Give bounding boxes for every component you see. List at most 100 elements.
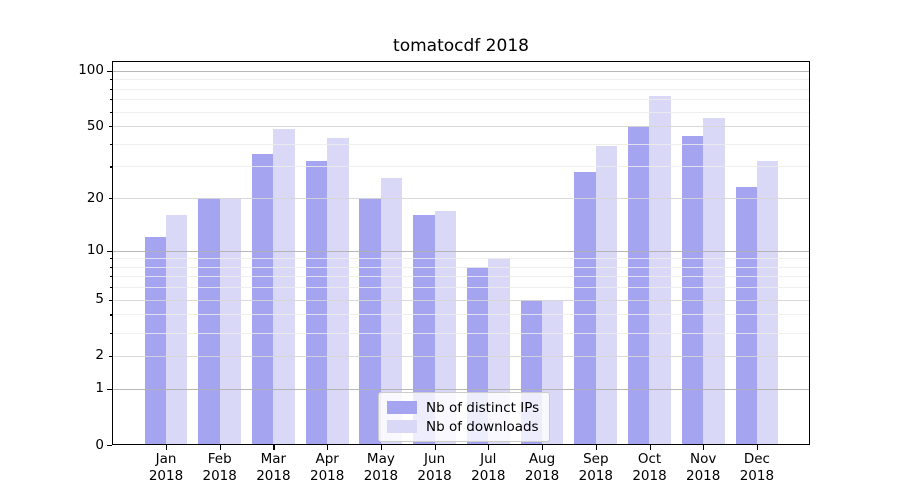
x-tick-label: Feb 2018 <box>202 451 237 484</box>
x-tick <box>595 445 597 450</box>
y-minor-tick <box>109 166 112 168</box>
y-minor-tick <box>109 266 112 268</box>
y-minor-tick <box>109 332 112 334</box>
gridline-y-8 <box>113 266 809 268</box>
y-tick <box>108 198 112 200</box>
gridline-y-20 <box>113 198 809 199</box>
bar-downloads <box>434 210 456 445</box>
legend-row: Nb of downloads <box>387 417 539 436</box>
bar-distinct-ips <box>681 136 704 445</box>
bar-downloads <box>380 177 403 445</box>
x-tick <box>542 445 544 450</box>
x-tick <box>488 445 490 450</box>
gridline-y-90 <box>113 79 809 81</box>
y-tick-label: 0 <box>95 436 104 453</box>
x-tick-label: May 2018 <box>363 451 399 484</box>
y-tick-label: 5 <box>95 291 104 308</box>
bar-downloads <box>756 161 779 445</box>
gridline-y-6 <box>113 287 809 289</box>
bar-downloads <box>219 198 242 445</box>
legend-label: Nb of downloads <box>426 418 539 435</box>
y-minor-tick <box>109 258 112 260</box>
legend-label: Nb of distinct IPs <box>426 399 540 416</box>
bar-distinct-ips <box>144 236 166 445</box>
legend: Nb of distinct IPs Nb of downloads <box>378 392 551 442</box>
y-minor-tick <box>109 276 112 278</box>
gridline-y-30 <box>113 166 809 168</box>
x-tick <box>756 445 759 450</box>
bar-distinct-ips <box>735 187 757 445</box>
gridline-y-60 <box>113 111 809 113</box>
plot-border <box>112 61 810 445</box>
gridline-y-3 <box>113 332 809 334</box>
x-tick-label: Dec 2018 <box>739 451 775 484</box>
y-minor-tick <box>109 88 112 90</box>
x-tick-label: Sep 2018 <box>578 451 613 484</box>
y-tick <box>108 299 112 301</box>
bar-downloads <box>595 145 618 445</box>
gridline-y-80 <box>113 88 809 90</box>
bar-distinct-ips <box>305 161 328 445</box>
gridline-y-2 <box>113 355 809 357</box>
gridline-y-10 <box>113 250 809 252</box>
x-tick-label: Jun 2018 <box>417 451 452 484</box>
legend-row: Nb of distinct IPs <box>387 398 539 417</box>
bar-distinct-ips <box>413 215 435 445</box>
x-tick-label: Nov 2018 <box>686 451 721 484</box>
y-minor-tick <box>109 99 112 101</box>
legend-swatch-downloads <box>387 420 417 433</box>
gridline-y-40 <box>113 143 809 145</box>
x-tick <box>649 445 651 450</box>
x-tick-label: Jan 2018 <box>148 451 184 484</box>
y-tick <box>108 355 112 358</box>
y-tick-label: 50 <box>86 117 104 134</box>
x-tick-label: Aug 2018 <box>524 451 560 484</box>
x-tick <box>380 445 383 450</box>
y-minor-tick <box>109 314 112 316</box>
x-tick <box>327 445 329 450</box>
bar-distinct-ips <box>359 198 381 445</box>
bar-distinct-ips <box>628 126 650 445</box>
gridline-y-1 <box>113 388 809 390</box>
y-tick-label: 10 <box>86 242 104 258</box>
bar-downloads <box>703 118 725 445</box>
gridline-y-4 <box>113 314 809 316</box>
gridline-y-5 <box>113 299 809 301</box>
y-tick <box>107 70 112 72</box>
y-tick-label: 2 <box>95 347 104 364</box>
gridline-y-7 <box>113 276 809 278</box>
x-tick <box>434 445 436 450</box>
x-tick <box>273 445 275 450</box>
y-minor-tick <box>109 79 112 81</box>
x-tick-label: Mar 2018 <box>256 451 291 484</box>
y-tick-label: 1 <box>95 380 104 397</box>
y-tick <box>108 126 112 128</box>
y-minor-tick <box>109 287 112 289</box>
legend-swatch-distinct-ips <box>387 401 417 414</box>
gridline-y-100 <box>113 70 809 72</box>
y-tick-label: 100 <box>78 62 104 79</box>
bar-distinct-ips <box>198 198 220 445</box>
x-tick-label: Oct 2018 <box>632 451 667 484</box>
x-tick <box>219 445 221 450</box>
gridline-y-70 <box>113 99 809 101</box>
y-tick-label: 20 <box>86 189 104 206</box>
x-tick <box>703 445 705 450</box>
y-tick <box>107 388 112 390</box>
gridline-y-9 <box>113 258 809 260</box>
gridline-y-50 <box>113 126 809 127</box>
bar-downloads <box>327 138 349 445</box>
x-tick-label: Apr 2018 <box>310 451 345 484</box>
bar-distinct-ips <box>574 171 596 445</box>
bar-downloads <box>166 215 188 445</box>
y-minor-tick <box>109 111 112 113</box>
y-tick <box>107 445 112 447</box>
bar-downloads <box>649 95 671 445</box>
chart-title: tomatocdf 2018 <box>393 36 529 56</box>
x-tick-label: Jul 2018 <box>471 451 506 484</box>
y-tick <box>107 250 112 252</box>
y-minor-tick <box>109 143 112 145</box>
x-tick <box>166 445 168 450</box>
